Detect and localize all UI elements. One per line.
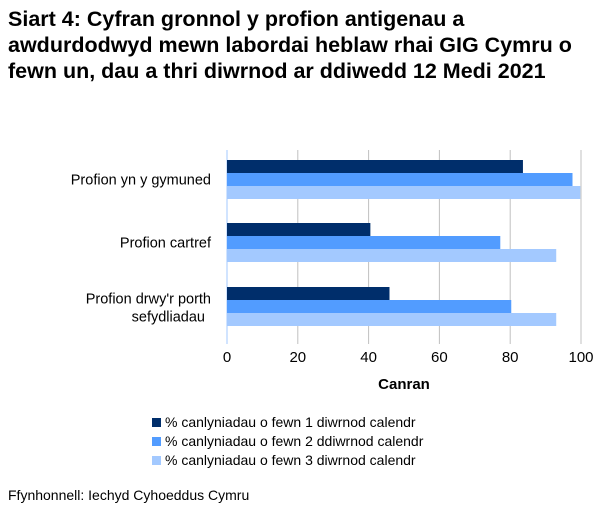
chart-title: Siart 4: Cyfran gronnol y profion antige… bbox=[8, 7, 572, 83]
category-label: Profion cartref bbox=[120, 236, 212, 252]
x-tick-label: 40 bbox=[360, 349, 377, 366]
category-label: Profion drwy'r porth sefydliadau bbox=[86, 292, 211, 326]
legend-label: % canlyniadau o fewn 3 diwrnod calendr bbox=[165, 452, 416, 468]
legend-item-3: % canlyniadau o fewn 3 diwrnod calendr bbox=[152, 452, 416, 468]
legend-swatch bbox=[152, 417, 161, 427]
x-tick-label: 60 bbox=[431, 349, 448, 366]
bar-2-3 bbox=[227, 300, 512, 313]
legend-swatch bbox=[152, 455, 161, 465]
bar-1-1 bbox=[227, 160, 523, 173]
bar-3-3 bbox=[227, 313, 557, 326]
x-tick-label: 100 bbox=[568, 349, 593, 366]
legend-swatch bbox=[152, 436, 161, 446]
bar-2-1 bbox=[227, 173, 573, 186]
x-tick-label: 20 bbox=[289, 349, 306, 366]
source-note: Ffynhonnell: Iechyd Cyhoeddus Cymru bbox=[8, 487, 250, 503]
bar-3-2 bbox=[227, 249, 557, 262]
x-tick-label: 0 bbox=[223, 349, 231, 366]
legend-label: % canlyniadau o fewn 2 ddiwrnod calendr bbox=[165, 433, 424, 449]
bar-2-2 bbox=[227, 236, 501, 249]
category-label: Profion yn y gymuned bbox=[71, 173, 211, 189]
bar-3-1 bbox=[227, 186, 581, 199]
x-tick-label: 80 bbox=[502, 349, 519, 366]
legend-item-1: % canlyniadau o fewn 1 diwrnod calendr bbox=[152, 414, 416, 430]
legend-label: % canlyniadau o fewn 1 diwrnod calendr bbox=[165, 414, 416, 430]
legend-item-2: % canlyniadau o fewn 2 ddiwrnod calendr bbox=[152, 433, 423, 449]
bar-1-3 bbox=[227, 287, 390, 300]
bar-1-2 bbox=[227, 223, 371, 236]
x-axis-title: Canran bbox=[378, 376, 430, 393]
